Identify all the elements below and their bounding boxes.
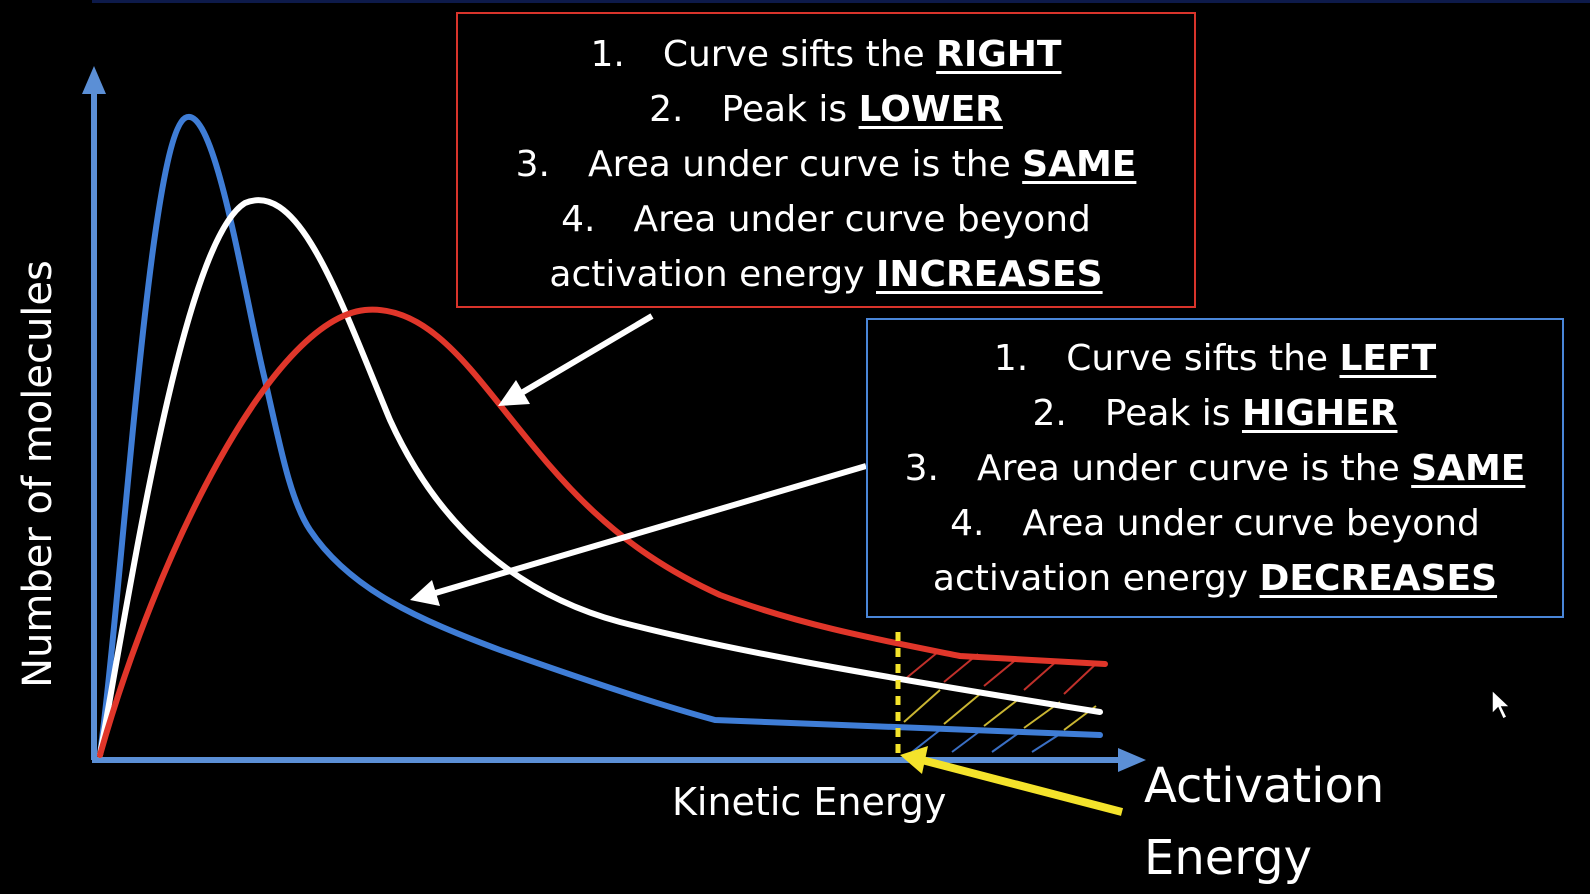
low-temperature-curve	[97, 113, 1103, 758]
blue-box-keyword-3: SAME	[1411, 448, 1526, 489]
blue-box-keyword-5: DECREASES	[1259, 558, 1498, 599]
red-box-number-4: 4.	[561, 199, 596, 240]
red-box-keyword-1: RIGHT	[936, 34, 1062, 75]
blue-box-text-2: Peak is	[1104, 393, 1242, 434]
red-box-keyword-2: LOWER	[858, 89, 1003, 130]
x-axis-label: Kinetic Energy	[672, 780, 947, 824]
red-box-line-3: 3. Area under curve is the SAME	[458, 144, 1194, 199]
blue-box-number-2: 2.	[1032, 393, 1067, 434]
blue-box-arrow	[410, 463, 867, 606]
blue-box-line-1: 1. Curve sifts the LEFT	[868, 338, 1562, 393]
blue-box-text-1: Curve sifts the	[1066, 338, 1340, 379]
blue-box-text-3: Area under curve is the	[976, 448, 1412, 489]
blue-box-number-1: 1.	[993, 338, 1029, 379]
red-box-number-1: 1.	[590, 34, 625, 75]
activation-energy-label: Activation Energy	[1144, 750, 1384, 894]
red-box-keyword-3: SAME	[1022, 144, 1137, 185]
red-box-line-5: activation energy INCREASES	[458, 254, 1194, 309]
blue-box-keyword-1: LEFT	[1339, 338, 1437, 379]
blue-box-line-2: 2. Peak is HIGHER	[868, 393, 1562, 448]
blue-curve-callout-box: 1. Curve sifts the LEFT 2. Peak is HIGHER …	[866, 318, 1564, 618]
y-axis	[82, 66, 106, 760]
y-axis-label: Number of molecules	[15, 260, 61, 688]
red-box-text-4: Area under curve beyond	[633, 199, 1091, 240]
red-box-line-2: 2. Peak is LOWER	[458, 89, 1194, 144]
mouse-cursor-icon	[1491, 688, 1512, 721]
blue-box-number-4: 4.	[950, 503, 985, 544]
activation-energy-label-line-2: Energy	[1144, 830, 1313, 886]
high-temperature-curve	[97, 306, 1108, 758]
blue-box-text-4: Area under curve beyond	[1022, 503, 1480, 544]
blue-box-keyword-2: HIGHER	[1241, 393, 1398, 434]
mid-temperature-curve	[97, 197, 1103, 758]
red-box-text-1: Curve sifts the	[662, 34, 937, 75]
activation-energy-label-line-1: Activation	[1144, 758, 1385, 814]
blue-box-line-5: activation energy DECREASES	[868, 558, 1562, 613]
red-box-text-3: Area under curve is the	[587, 144, 1023, 185]
red-box-number-3: 3.	[515, 144, 550, 185]
red-box-line-4: 4. Area under curve beyond	[458, 199, 1194, 254]
red-box-text-5: activation energy	[549, 254, 877, 295]
red-box-text-2: Peak is	[721, 89, 859, 130]
red-box-keyword-5: INCREASES	[876, 254, 1103, 295]
blue-box-line-4: 4. Area under curve beyond	[868, 503, 1562, 558]
red-box-line-1: 1. Curve sifts the RIGHT	[458, 34, 1194, 89]
blue-box-text-5: activation energy	[932, 558, 1260, 599]
x-axis	[92, 748, 1146, 772]
activation-energy-arrow	[900, 746, 1124, 816]
red-box-arrow	[498, 313, 654, 406]
blue-box-line-3: 3. Area under curve is the SAME	[868, 448, 1562, 503]
red-box-number-2: 2.	[649, 89, 684, 130]
blue-box-number-3: 3.	[904, 448, 939, 489]
hatch-low-region	[911, 729, 1061, 753]
top-rule	[92, 0, 1590, 3]
red-curve-callout-box: 1. Curve sifts the RIGHT 2. Peak is LOWER …	[456, 12, 1196, 308]
